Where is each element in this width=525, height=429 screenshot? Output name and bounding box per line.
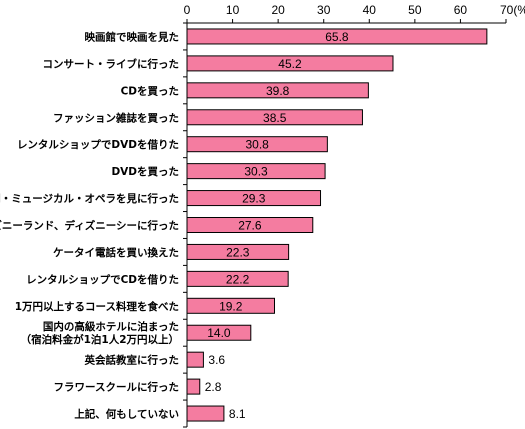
bar [186, 405, 225, 422]
category-label: 1万円以上するコース料理を食べた [15, 300, 179, 313]
x-tick-label: 0 [184, 3, 191, 17]
bar [186, 297, 275, 314]
category-label: レンタルショップでCDを借りた [26, 273, 179, 286]
bar [186, 351, 204, 368]
bar [186, 136, 328, 153]
category-label: ケータイ電話を買い換えた [53, 246, 179, 259]
data-label: 29.3 [242, 192, 266, 206]
data-label: 30.8 [246, 138, 270, 152]
bar [186, 109, 363, 126]
category-label: 英会話教室に行った [84, 354, 180, 367]
x-tick-label: 70(%) [500, 3, 525, 17]
category-label: ディズニーランド、ディズニーシーに行った [0, 219, 179, 232]
data-label: 14.0 [207, 326, 231, 340]
bar [186, 378, 201, 395]
data-label: 8.1 [229, 407, 246, 421]
data-label: 22.2 [226, 272, 250, 286]
x-tick-label: 40 [363, 3, 377, 17]
data-label: 19.2 [219, 299, 243, 313]
bar [186, 243, 290, 260]
category-label: 上記、何もしていない [74, 408, 179, 421]
x-tick-label: 50 [408, 3, 422, 17]
bar [186, 28, 488, 45]
category-label: レンタルショップでDVDを借りた [17, 138, 179, 151]
bar [186, 55, 394, 72]
data-label: 30.3 [244, 165, 268, 179]
data-label: 38.5 [263, 111, 287, 125]
data-label: 65.8 [325, 30, 349, 44]
category-label: CDを買った [121, 85, 179, 97]
category-label: 国内の高級ホテルに泊まった [43, 320, 179, 333]
bar [186, 190, 322, 207]
category-label: DVDを買った [111, 166, 179, 178]
bar [186, 324, 252, 341]
data-label: 27.6 [238, 219, 262, 233]
category-label: 映画館で映画を見た [85, 30, 180, 43]
x-tick-label: 10 [226, 3, 240, 17]
category-label: ファッション雑誌を買った [53, 111, 179, 124]
data-label: 3.6 [208, 353, 225, 367]
x-tick-label: 30 [317, 3, 331, 17]
category-label: フラワースクールに行った [54, 381, 179, 394]
bar [186, 270, 289, 287]
bar [186, 217, 314, 233]
data-label: 2.8 [205, 380, 222, 394]
bar [186, 82, 369, 99]
data-label: 45.2 [278, 57, 302, 71]
bar [186, 163, 326, 180]
category-label: 演劇・ミュージカル・オペラを見に行った [0, 192, 179, 205]
data-label: 39.8 [266, 84, 290, 98]
category-label: （宿泊料金が1泊1人2万円以上） [21, 333, 179, 346]
data-label: 22.3 [226, 245, 250, 259]
x-tick-label: 60 [454, 3, 468, 17]
category-label: コンサート・ライブに行った [43, 57, 180, 70]
x-tick-label: 20 [271, 3, 285, 17]
